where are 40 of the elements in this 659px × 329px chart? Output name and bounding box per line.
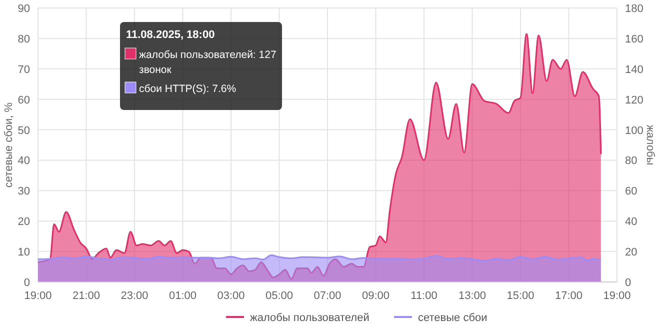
y2-axis-title: жалобы	[644, 124, 656, 166]
x-tick-label: 17:00	[554, 290, 583, 302]
y-tick-label: 70	[18, 64, 30, 76]
y2-tick-label: 0	[625, 277, 632, 289]
y-tick-label: 60	[18, 94, 30, 106]
y2-tick-label: 120	[625, 94, 644, 106]
annotation: 11.08.2025, 18:00	[126, 29, 215, 41]
x-tick-label: 19:00	[603, 290, 631, 302]
y-axis-title: сетевые сбои, %	[3, 102, 15, 188]
x-tick-label: 11:00	[410, 290, 438, 302]
y-tick-label: 40	[18, 155, 30, 168]
annotation: сбои HTTP(S): 7.6%	[139, 83, 236, 95]
annotation: жалобы пользователей: 127 звонок	[139, 49, 276, 76]
y2-tick-label: 180	[625, 3, 644, 15]
x-tick-label: 05:00	[265, 290, 294, 302]
x-tick-label: 09:00	[362, 290, 390, 302]
y-tick-label: 0	[24, 277, 30, 289]
x-tick-label: 03:00	[217, 290, 245, 302]
x-tick-label: 19:00	[24, 290, 52, 302]
y2-tick-label: 40	[625, 216, 638, 228]
legend-label: сетевые сбои	[418, 312, 488, 324]
y2-tick-label: 140	[625, 64, 644, 76]
x-tick-label: 07:00	[314, 290, 342, 302]
y2-tick-label: 80	[625, 155, 638, 168]
x-tick-label: 01:00	[168, 290, 197, 302]
x-tick-label: 23:00	[120, 290, 148, 302]
y-tick-label: 10	[18, 246, 30, 259]
y-tick-label: 90	[18, 3, 30, 15]
legend-label: жалобы пользователей	[250, 312, 370, 324]
y-tick-label: 20	[18, 216, 30, 228]
y2-tick-label: 20	[625, 246, 638, 259]
y2-tick-label: 60	[625, 186, 638, 198]
x-tick-label: 13:00	[458, 290, 486, 302]
y-tick-label: 30	[18, 186, 30, 198]
y-tick-label: 50	[18, 124, 30, 137]
x-tick-label: 21:00	[72, 290, 100, 302]
y-tick-label: 80	[18, 33, 30, 46]
y2-tick-label: 160	[625, 33, 644, 46]
x-tick-label: 15:00	[506, 290, 534, 302]
y2-tick-label: 100	[625, 124, 644, 137]
